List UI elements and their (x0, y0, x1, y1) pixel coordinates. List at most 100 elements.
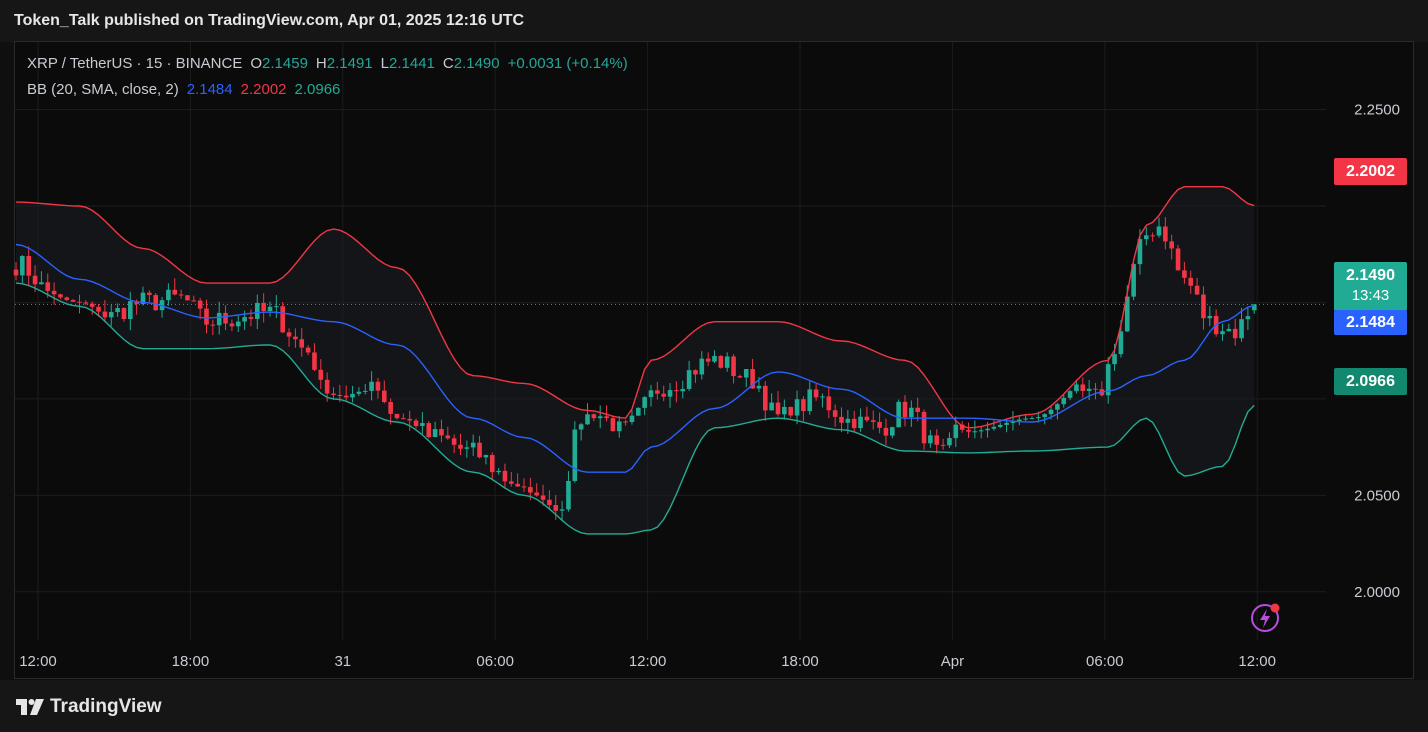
candle-body (921, 411, 927, 444)
candle (509, 471, 514, 487)
candle-body (140, 292, 146, 304)
candle-body (1131, 264, 1136, 297)
flash-icon[interactable] (1249, 602, 1283, 634)
candle (1194, 277, 1200, 296)
candle (807, 380, 813, 415)
candle (235, 315, 241, 333)
high-label: H (315, 55, 327, 72)
y-tick-label: 2.0000 (1354, 584, 1400, 601)
candle (388, 398, 393, 425)
candle-body (693, 370, 698, 375)
publish-line: Token_Talk published on TradingView.com,… (14, 12, 525, 29)
candle (724, 352, 730, 372)
candle-body (267, 306, 273, 312)
candle (559, 500, 565, 522)
candle (458, 433, 463, 456)
candle-body (718, 355, 724, 368)
y-tick-label: 2.0500 (1354, 487, 1400, 504)
tradingview-brand[interactable]: TradingView (50, 696, 162, 717)
candle (572, 421, 578, 483)
candle (20, 255, 25, 285)
candle-body (788, 406, 793, 416)
candle (731, 354, 736, 384)
candle (705, 352, 711, 367)
candle (1239, 307, 1244, 342)
candle (470, 434, 476, 456)
candle-body (1182, 270, 1187, 278)
candle-body (223, 312, 228, 324)
candle-body (382, 390, 387, 403)
candle-body (356, 391, 362, 394)
candle (1131, 262, 1136, 301)
candle (585, 403, 590, 425)
last-price-value: 2.1490 (1346, 267, 1395, 284)
candle-body (293, 336, 298, 340)
y-axis[interactable]: 2.2500 2.0500 2.0000 (1354, 102, 1400, 601)
tradingview-logo-icon[interactable] (16, 699, 44, 715)
candle (1156, 217, 1162, 238)
candle (191, 295, 197, 302)
x-tick-label: 18:00 (172, 653, 210, 670)
symbol-legend[interactable]: XRP / TetherUS · 15 · BINANCE O2.1459 H2.1… (27, 55, 628, 72)
candle-body (991, 426, 997, 429)
candle (261, 293, 266, 323)
x-axis[interactable]: 12:00 18:00 31 06:00 12:00 18:00 Apr 06:00 12:00 (19, 653, 1276, 670)
candle-body (413, 420, 419, 426)
candle (1105, 356, 1111, 404)
candle-body (20, 255, 25, 276)
candle (121, 307, 127, 322)
candle-body (39, 282, 44, 285)
candle (832, 404, 838, 427)
candle-body (629, 415, 635, 423)
candle-body (451, 438, 457, 445)
candle-body (782, 406, 787, 415)
candle (108, 304, 114, 327)
candle (788, 406, 793, 418)
bb-upper-value: 2.2002 (240, 81, 287, 98)
candle-body (108, 312, 114, 318)
candle-body (655, 390, 660, 394)
candle (267, 301, 273, 317)
candle-body (261, 302, 266, 312)
candle-body (401, 418, 406, 420)
candle (1207, 306, 1213, 327)
candle-body (407, 418, 412, 421)
candle (1226, 323, 1232, 332)
candle-body (178, 294, 184, 296)
candle (1150, 232, 1155, 242)
candle-body (756, 385, 762, 389)
candle (591, 413, 597, 422)
candle-body (680, 388, 686, 392)
candle-body (763, 385, 768, 411)
candle-body (724, 356, 730, 368)
candle-body (813, 389, 819, 398)
candle-body (1105, 364, 1111, 396)
candle-body (1169, 241, 1174, 249)
candle-body (464, 447, 470, 449)
candle (1144, 226, 1149, 246)
candle-body (394, 413, 400, 419)
candle (743, 369, 749, 388)
candle (223, 305, 228, 331)
candle-body (255, 302, 260, 319)
candle (350, 385, 355, 403)
chart-canvas[interactable]: 12:00 18:00 31 06:00 12:00 18:00 Apr 06:00 12:00… (0, 0, 1428, 680)
symbol-name[interactable]: XRP / TetherUS · 15 · BINANCE (27, 55, 243, 72)
indicator-legend[interactable]: BB (20, SMA, close, 2) 2.1484 2.2002 2.0966 (27, 81, 340, 98)
candle-body (489, 455, 495, 473)
candle-body (521, 486, 527, 488)
bollinger-upper-line (15, 186, 1255, 429)
candle-body (832, 410, 838, 417)
candle (959, 421, 965, 433)
candle-body (585, 414, 590, 425)
candle-body (839, 416, 844, 423)
candle (763, 381, 768, 421)
candle (489, 452, 495, 479)
candle-body (978, 430, 984, 432)
candle-body (343, 395, 349, 398)
candle-body (674, 390, 679, 392)
candle-body (953, 424, 959, 439)
bollinger-band-fill (16, 186, 1255, 534)
indicator-name[interactable]: BB (20, SMA, close, 2) (27, 81, 179, 98)
candle-body (642, 397, 647, 408)
